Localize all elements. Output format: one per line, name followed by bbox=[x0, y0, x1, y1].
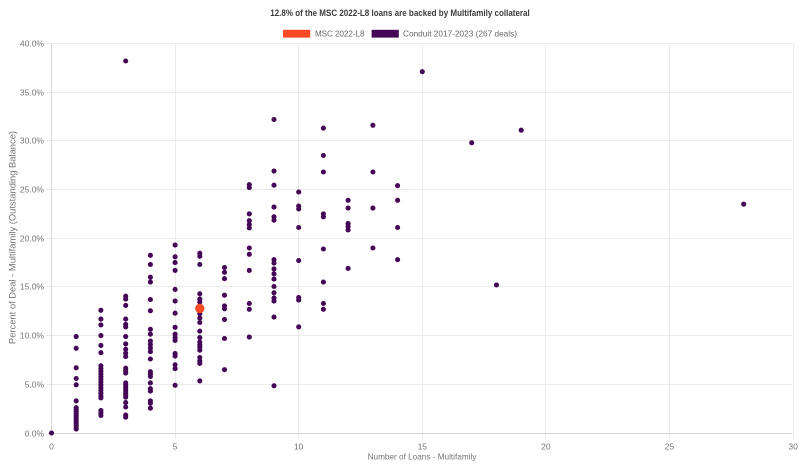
svg-text:0.0%: 0.0% bbox=[25, 429, 45, 439]
svg-text:20: 20 bbox=[541, 442, 551, 452]
svg-text:30.0%: 30.0% bbox=[20, 136, 45, 146]
svg-text:12.8% of the MSC 2022-L8 loans: 12.8% of the MSC 2022-L8 loans are backe… bbox=[270, 8, 530, 18]
svg-text:10.0%: 10.0% bbox=[20, 331, 45, 341]
svg-text:MSC 2022-L8: MSC 2022-L8 bbox=[315, 29, 365, 38]
svg-text:0: 0 bbox=[49, 442, 54, 452]
svg-text:30: 30 bbox=[788, 442, 798, 452]
svg-text:10: 10 bbox=[294, 442, 304, 452]
svg-text:25: 25 bbox=[665, 442, 675, 452]
svg-text:Percent of Deal - Multifamily: Percent of Deal - Multifamily (Outstandi… bbox=[7, 131, 18, 344]
svg-text:40.0%: 40.0% bbox=[20, 39, 45, 49]
svg-text:5: 5 bbox=[173, 442, 178, 452]
svg-text:15.0%: 15.0% bbox=[20, 282, 45, 292]
svg-text:20.0%: 20.0% bbox=[20, 234, 45, 244]
svg-text:5.0%: 5.0% bbox=[25, 380, 45, 390]
svg-text:Number of Loans - Multifamily: Number of Loans - Multifamily bbox=[368, 453, 478, 462]
svg-text:Conduit 2017-2023 (267 deals): Conduit 2017-2023 (267 deals) bbox=[403, 29, 517, 38]
svg-text:15: 15 bbox=[418, 442, 428, 452]
svg-text:25.0%: 25.0% bbox=[20, 185, 45, 195]
svg-text:35.0%: 35.0% bbox=[20, 88, 45, 98]
